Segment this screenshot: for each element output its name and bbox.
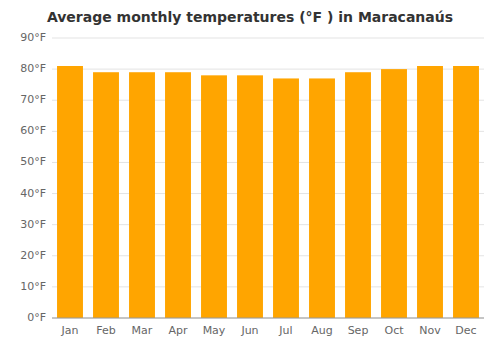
y-tick-label: 70°F [20, 93, 46, 106]
x-tick-label: Jul [278, 324, 292, 337]
x-axis: Jan Feb Mar Apr May Jun Jul Aug Sep Oct Nov Dec [52, 318, 484, 337]
bar [309, 78, 335, 318]
bar [129, 72, 155, 318]
x-axis-line [52, 318, 484, 319]
bar [201, 75, 227, 318]
x-tick-label: Feb [96, 324, 115, 337]
y-tick-label: 80°F [20, 62, 46, 75]
x-tick-label: Mar [132, 324, 153, 337]
bar [453, 66, 479, 318]
x-tick-label: Oct [384, 324, 404, 337]
bar [165, 72, 191, 318]
grid-line [52, 38, 484, 39]
bar [93, 72, 119, 318]
chart: Average monthly temperatures (°F ) in Ma… [0, 0, 500, 350]
y-axis: 0°F 10°F 20°F 30°F 40°F 50°F 60°F 70°F 80°F 90°F [20, 31, 484, 324]
x-tick-label: Jan [61, 324, 79, 337]
bar [237, 75, 263, 318]
y-tick-label: 30°F [20, 218, 46, 231]
bar [345, 72, 371, 318]
grid-line [52, 318, 484, 319]
bar [57, 66, 83, 318]
bars [57, 66, 479, 318]
title: Average monthly temperatures (°F ) in Ma… [47, 9, 453, 25]
y-tick-label: 20°F [20, 249, 46, 262]
y-tick-label: 60°F [20, 124, 46, 137]
bar [417, 66, 443, 318]
y-tick-label: 90°F [20, 31, 46, 44]
x-tick-label: Jun [240, 324, 258, 337]
x-tick-label: Dec [455, 324, 476, 337]
chart-container: Average monthly temperatures (°F ) in Ma… [0, 0, 500, 350]
bar [273, 78, 299, 318]
bar [381, 69, 407, 318]
x-tick-label: May [203, 324, 226, 337]
y-tick-label: 40°F [20, 187, 46, 200]
x-tick-label: Aug [311, 324, 332, 337]
x-tick-label: Nov [419, 324, 441, 337]
x-tick-label: Apr [168, 324, 188, 337]
y-tick-label: 50°F [20, 155, 46, 168]
y-tick-label: 10°F [20, 280, 46, 293]
x-tick-label: Sep [348, 324, 369, 337]
y-tick-label: 0°F [27, 311, 46, 324]
